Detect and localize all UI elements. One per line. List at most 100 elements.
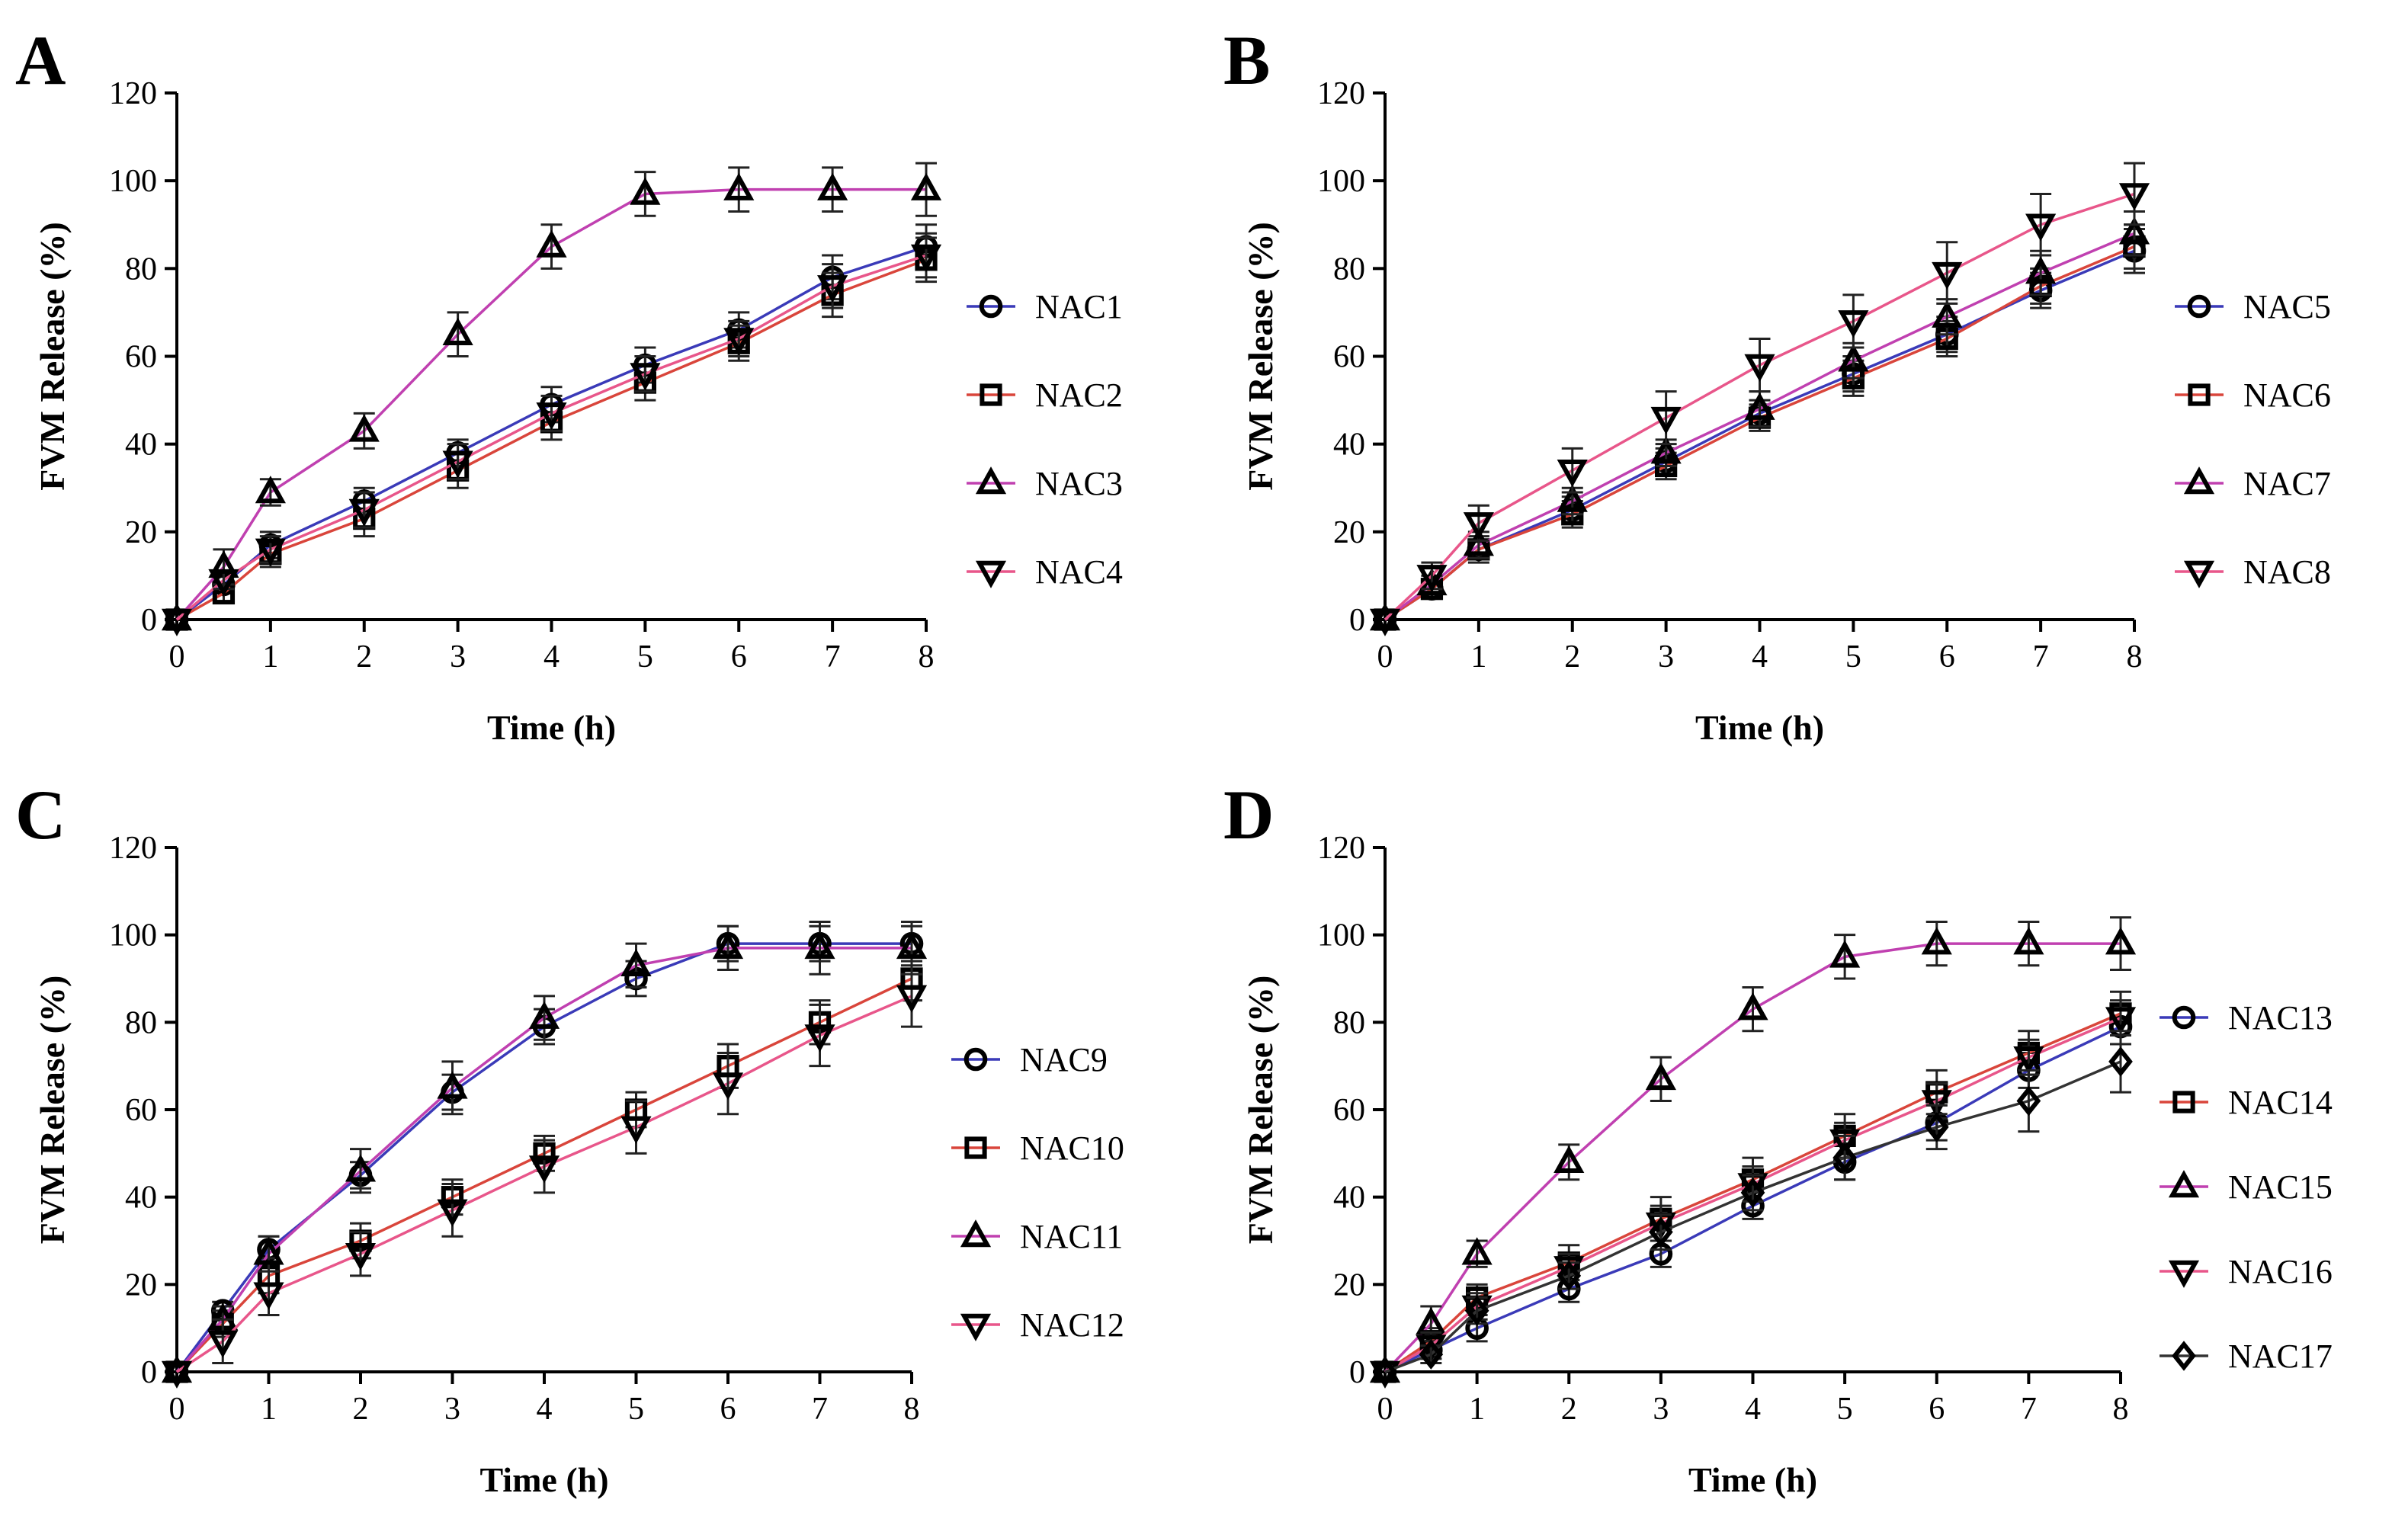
y-tick-label: 60 [125, 1093, 157, 1128]
legend-label: NAC3 [1035, 465, 1123, 502]
point-nac15 [1921, 927, 1952, 955]
series-nac2 [165, 236, 938, 631]
x-axis-title: Time (h) [479, 1460, 608, 1499]
y-tick-label: 60 [1333, 340, 1365, 375]
y-tick-label: 80 [125, 252, 157, 287]
point-nac12 [161, 1360, 193, 1389]
x-tick-label: 0 [169, 1392, 185, 1427]
legend-item-nac11: NAC11 [951, 1218, 1123, 1255]
y-tick-label: 0 [1349, 1355, 1365, 1390]
point-nac8 [1557, 459, 1588, 488]
point-nac17 [1924, 1112, 1949, 1142]
legend-label: NAC10 [1020, 1129, 1124, 1167]
line-nac7 [1384, 232, 2135, 621]
x-tick-label: 1 [261, 1392, 277, 1427]
legend-marker [2172, 1341, 2196, 1371]
y-tick-label: 80 [1333, 252, 1365, 287]
panel-c: C 0 20 40 60 80 100 120 0 1 2 3 4 5 6 7 8 Time (h) FVM Rel… [15, 776, 1124, 1499]
point-nac15 [1461, 1237, 1493, 1265]
point-nac7 [1744, 392, 1775, 420]
x-tick-label: 0 [169, 639, 185, 674]
x-tick-label: 5 [628, 1392, 644, 1427]
x-axis-title: Time (h) [1695, 708, 1824, 747]
x-tick-label: 8 [919, 639, 935, 674]
y-tick-label: 120 [1317, 76, 1365, 111]
legend: NAC1 NAC2 NAC3 NAC4 [967, 288, 1123, 591]
legend-marker [2168, 1260, 2200, 1288]
point-nac4 [817, 275, 848, 303]
legend-item-nac6: NAC6 [2175, 376, 2331, 414]
legend-marker [964, 1047, 988, 1072]
line-nac10 [175, 977, 912, 1373]
legend-label: NAC17 [2228, 1338, 2333, 1375]
point-nac17 [1419, 1339, 1444, 1370]
point-nac17 [2108, 1046, 2133, 1077]
point-nac12 [896, 985, 928, 1013]
legend-marker [960, 1313, 992, 1341]
panel-letter-a: A [15, 21, 66, 99]
y-tick-label: 40 [1333, 428, 1365, 463]
legend-item-nac8: NAC8 [2175, 553, 2331, 591]
legend-marker [2168, 1170, 2200, 1198]
y-tick-label: 80 [1333, 1005, 1365, 1040]
legend-marker [2187, 294, 2211, 319]
point-nac11 [620, 948, 652, 977]
y-tick-label: 100 [1317, 918, 1365, 953]
line-nac17 [1384, 1060, 2121, 1373]
legend-item-nac17: NAC17 [2160, 1338, 2333, 1375]
panel-d: D 0 20 40 60 80 100 120 0 1 2 3 4 5 6 7 8 Time (h) FVM Rel… [1223, 776, 2333, 1499]
legend: NAC9 NAC10 NAC11 NAC12 [951, 1041, 1124, 1344]
y-tick-label: 40 [125, 428, 157, 463]
panel-letter-c: C [15, 776, 66, 854]
legend-item-nac15: NAC15 [2160, 1168, 2333, 1206]
line-nac9 [175, 942, 912, 1373]
legend-marker [979, 294, 1003, 319]
point-nac16 [1829, 1129, 1861, 1158]
point-nac8 [1369, 608, 1401, 636]
legend-label: NAC8 [2243, 553, 2331, 591]
x-tick-label: 8 [2127, 639, 2143, 674]
point-nac11 [345, 1154, 377, 1182]
legend-item-nac10: NAC10 [951, 1129, 1124, 1167]
point-nac15 [1645, 1062, 1676, 1091]
x-tick-label: 2 [353, 1392, 369, 1427]
y-tick-label: 100 [109, 164, 157, 199]
legend-item-nac7: NAC7 [2175, 465, 2331, 502]
point-nac8 [2118, 183, 2150, 211]
y-tick-label: 80 [125, 1005, 157, 1040]
point-nac8 [1744, 354, 1775, 382]
legend-item-nac13: NAC13 [2160, 999, 2333, 1037]
legend-item-nac3: NAC3 [967, 465, 1123, 502]
x-tick-label: 1 [262, 639, 278, 674]
x-tick-label: 7 [825, 639, 841, 674]
x-tick-label: 0 [1377, 639, 1393, 674]
point-nac4 [161, 608, 193, 636]
x-tick-label: 4 [1752, 639, 1768, 674]
series-nac17 [1373, 1030, 2133, 1387]
legend-item-nac4: NAC4 [967, 553, 1123, 591]
x-tick-label: 6 [1939, 639, 1955, 674]
point-nac8 [1416, 565, 1448, 593]
line-nac12 [176, 995, 912, 1373]
point-nac17 [1832, 1142, 1857, 1173]
legend-item-nac16: NAC16 [2160, 1253, 2333, 1290]
legend-item-nac5: NAC5 [2175, 288, 2331, 325]
point-nac12 [804, 1024, 835, 1053]
point-nac7 [1650, 436, 1682, 464]
y-axis-title: FVM Release (%) [1241, 976, 1280, 1245]
line-nac8 [1384, 192, 2135, 621]
y-axis-title: FVM Release (%) [33, 222, 72, 491]
x-tick-label: 2 [356, 639, 372, 674]
y-tick-label: 120 [1317, 831, 1365, 866]
y-tick-label: 60 [125, 340, 157, 375]
x-tick-label: 4 [543, 639, 560, 674]
x-axis-title: Time (h) [487, 708, 616, 747]
point-nac16 [1921, 1090, 1952, 1118]
y-tick-label: 20 [125, 515, 157, 550]
legend-label: NAC1 [1035, 288, 1123, 325]
panel-letter-d: D [1223, 776, 1274, 854]
legend-marker [960, 1219, 992, 1248]
x-tick-label: 4 [537, 1392, 553, 1427]
series-nac7 [1369, 210, 2150, 631]
x-tick-label: 3 [444, 1392, 460, 1427]
